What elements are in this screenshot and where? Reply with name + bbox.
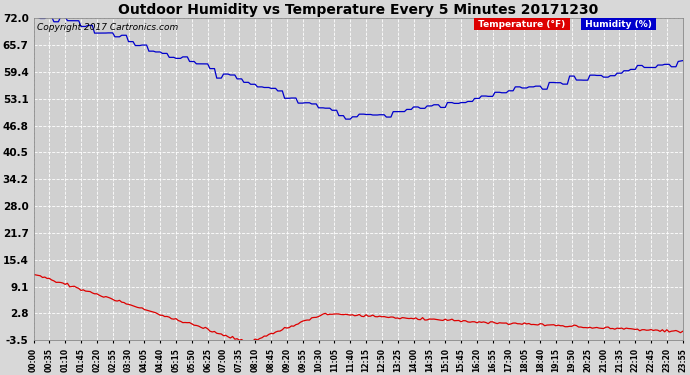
- Text: Copyright 2017 Cartronics.com: Copyright 2017 Cartronics.com: [37, 23, 178, 32]
- Text: Temperature (°F): Temperature (°F): [475, 20, 569, 28]
- Text: Humidity (%): Humidity (%): [582, 20, 655, 28]
- Title: Outdoor Humidity vs Temperature Every 5 Minutes 20171230: Outdoor Humidity vs Temperature Every 5 …: [118, 3, 598, 17]
